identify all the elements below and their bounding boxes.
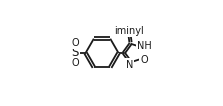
- Text: O: O: [72, 38, 79, 48]
- Text: S: S: [72, 47, 79, 59]
- Text: O: O: [140, 55, 148, 65]
- Text: NH: NH: [137, 41, 152, 51]
- Text: iminyl: iminyl: [115, 26, 144, 36]
- Text: O: O: [72, 58, 79, 68]
- Text: N: N: [126, 60, 133, 70]
